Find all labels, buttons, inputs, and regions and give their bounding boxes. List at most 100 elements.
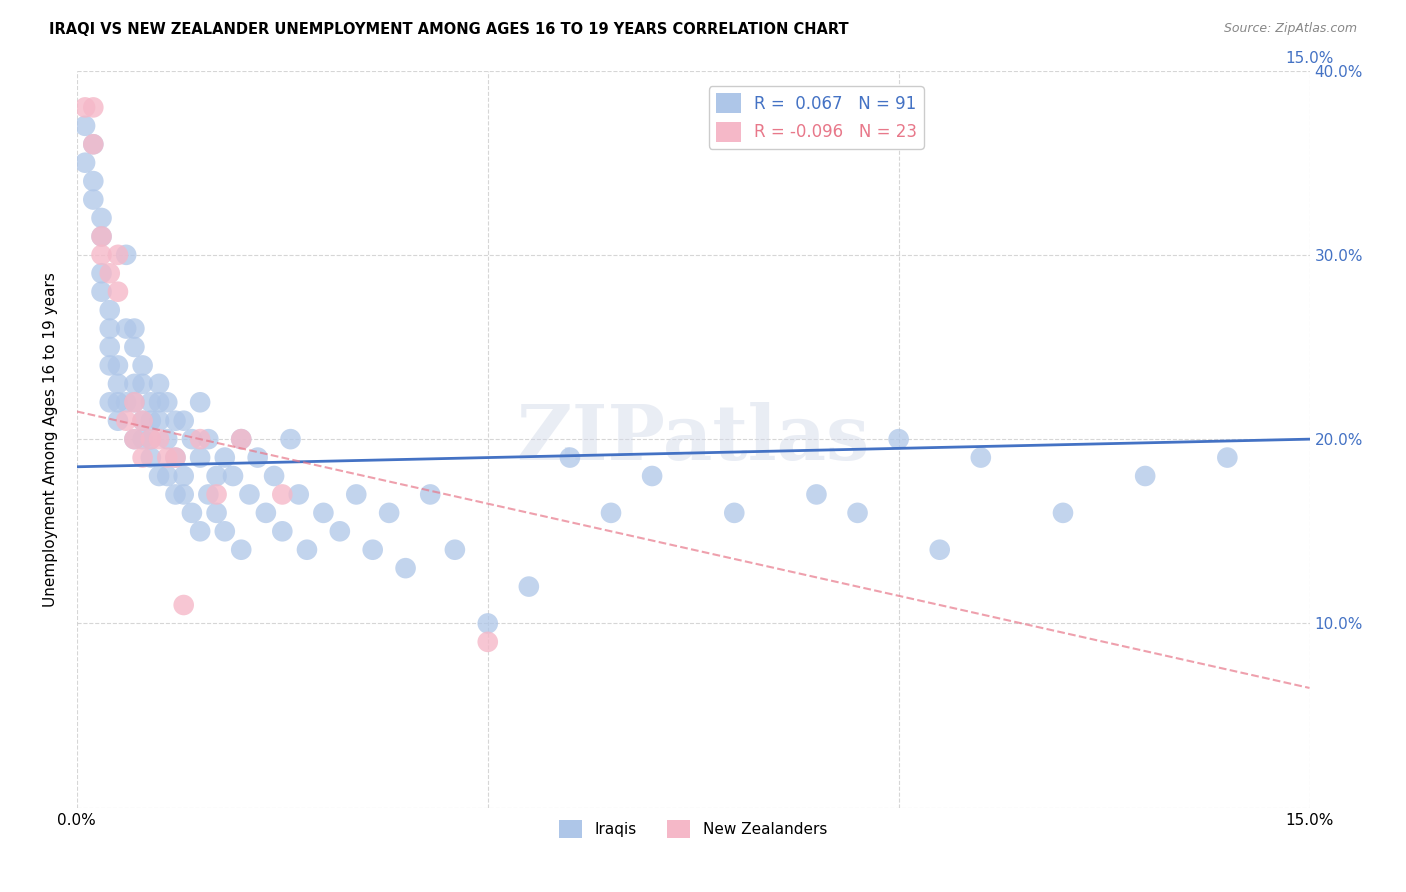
Point (107, 359, 129, 373)
Point (156, 450, 179, 465)
Point (90, 229, 112, 244)
Point (82, 137, 104, 152)
Point (98, 321, 121, 335)
Point (124, 395, 146, 409)
Point (231, 542, 253, 557)
Point (98, 340, 121, 354)
Point (131, 414, 153, 428)
Point (271, 524, 294, 539)
Point (231, 432, 253, 446)
Point (205, 487, 228, 501)
Point (165, 450, 187, 465)
Point (90, 229, 112, 244)
Point (165, 414, 187, 428)
Point (139, 432, 162, 446)
Y-axis label: Unemployment Among Ages 16 to 19 years: Unemployment Among Ages 16 to 19 years (44, 272, 58, 607)
Point (222, 469, 245, 483)
Point (846, 506, 869, 520)
Point (205, 469, 228, 483)
Point (287, 487, 309, 501)
Point (82, 137, 104, 152)
Point (378, 506, 401, 520)
Point (90, 211, 112, 225)
Point (173, 414, 195, 428)
Point (641, 469, 664, 483)
Point (82, 193, 104, 207)
Point (131, 359, 153, 373)
Point (188, 524, 211, 539)
Point (180, 506, 202, 520)
Point (139, 432, 162, 446)
Point (312, 506, 335, 520)
Point (156, 395, 179, 409)
Point (75, 119, 97, 133)
Point (107, 395, 129, 409)
Point (600, 506, 623, 520)
Point (558, 450, 581, 465)
Point (131, 450, 153, 465)
Point (131, 432, 153, 446)
Point (197, 432, 219, 446)
Point (180, 432, 202, 446)
Point (887, 432, 910, 446)
Point (148, 469, 170, 483)
Point (197, 487, 219, 501)
Point (124, 432, 146, 446)
Point (444, 542, 467, 557)
Point (98, 303, 121, 318)
Point (156, 469, 179, 483)
Text: IRAQI VS NEW ZEALANDER UNEMPLOYMENT AMONG AGES 16 TO 19 YEARS CORRELATION CHART: IRAQI VS NEW ZEALANDER UNEMPLOYMENT AMON… (49, 22, 849, 37)
Text: Source: ZipAtlas.com: Source: ZipAtlas.com (1223, 22, 1357, 36)
Point (148, 395, 170, 409)
Point (205, 506, 228, 520)
Point (90, 248, 112, 262)
Point (806, 487, 828, 501)
Point (115, 414, 138, 428)
Point (75, 100, 97, 114)
Point (90, 285, 112, 299)
Point (329, 524, 352, 539)
Point (477, 635, 499, 649)
Point (82, 100, 104, 114)
Point (517, 580, 540, 594)
Point (165, 487, 187, 501)
Point (82, 174, 104, 188)
Point (246, 450, 269, 465)
Point (1216, 450, 1239, 465)
Point (361, 542, 384, 557)
Point (173, 469, 195, 483)
Point (98, 266, 121, 280)
Point (156, 432, 179, 446)
Point (394, 561, 416, 575)
Point (970, 450, 993, 465)
Point (124, 395, 146, 409)
Point (173, 598, 195, 612)
Point (107, 285, 129, 299)
Point (344, 487, 367, 501)
Point (238, 487, 260, 501)
Point (148, 414, 170, 428)
Point (1133, 469, 1156, 483)
Point (148, 376, 170, 391)
Point (90, 266, 112, 280)
Point (75, 155, 97, 169)
Legend: Iraqis, New Zealanders: Iraqis, New Zealanders (554, 814, 832, 845)
Point (124, 340, 146, 354)
Point (188, 432, 211, 446)
Point (188, 450, 211, 465)
Point (98, 395, 121, 409)
Point (271, 487, 294, 501)
Point (98, 359, 121, 373)
Point (107, 248, 129, 262)
Point (723, 506, 745, 520)
Point (477, 616, 499, 631)
Text: ZIPatlas: ZIPatlas (516, 402, 870, 476)
Point (148, 432, 170, 446)
Point (131, 414, 153, 428)
Point (115, 248, 138, 262)
Point (295, 542, 318, 557)
Point (131, 376, 153, 391)
Point (107, 414, 129, 428)
Point (231, 432, 253, 446)
Point (124, 321, 146, 335)
